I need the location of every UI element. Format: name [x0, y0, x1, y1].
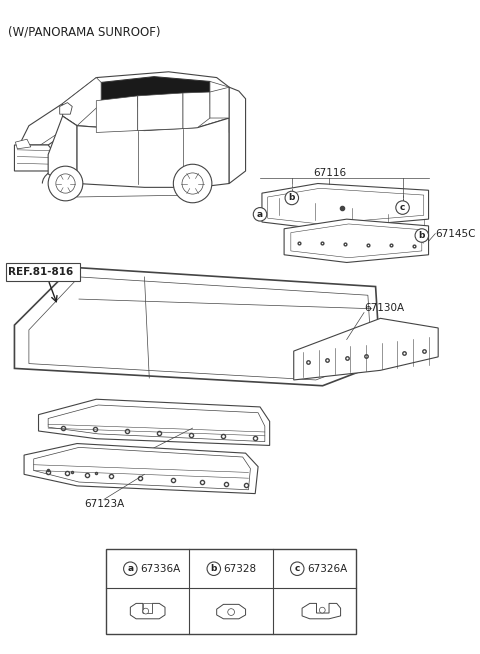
Circle shape	[182, 173, 203, 194]
Text: REF.81-816: REF.81-816	[8, 267, 73, 277]
Polygon shape	[15, 139, 31, 149]
Text: a: a	[257, 210, 263, 219]
Text: 67116: 67116	[313, 167, 346, 178]
Text: REF.81-816: REF.81-816	[8, 267, 73, 277]
Text: (W/PANORAMA SUNROOF): (W/PANORAMA SUNROOF)	[8, 26, 160, 39]
Text: 67130A: 67130A	[364, 303, 404, 313]
Polygon shape	[291, 224, 422, 258]
Circle shape	[48, 166, 83, 201]
Text: 67123A: 67123A	[84, 500, 124, 509]
Circle shape	[143, 608, 149, 614]
Circle shape	[56, 174, 75, 193]
Text: 67310: 67310	[133, 450, 166, 460]
Polygon shape	[38, 399, 270, 445]
Circle shape	[253, 207, 267, 221]
Polygon shape	[19, 103, 77, 145]
Text: b: b	[211, 564, 217, 573]
Polygon shape	[77, 118, 229, 187]
FancyBboxPatch shape	[6, 264, 80, 281]
Polygon shape	[268, 188, 424, 224]
Polygon shape	[183, 92, 210, 129]
Circle shape	[319, 608, 325, 613]
Polygon shape	[77, 181, 192, 197]
Polygon shape	[229, 118, 239, 133]
Circle shape	[173, 164, 212, 203]
Text: 67336A: 67336A	[140, 564, 180, 574]
Polygon shape	[210, 87, 229, 118]
Polygon shape	[143, 604, 153, 613]
Circle shape	[123, 562, 137, 576]
Polygon shape	[229, 87, 246, 184]
Circle shape	[290, 562, 304, 576]
Polygon shape	[294, 318, 438, 380]
Circle shape	[415, 229, 429, 242]
Polygon shape	[210, 82, 229, 103]
Circle shape	[207, 562, 220, 576]
Polygon shape	[302, 604, 341, 619]
Polygon shape	[62, 72, 229, 131]
Polygon shape	[60, 103, 72, 114]
Circle shape	[285, 191, 299, 205]
Bar	[106, 549, 356, 634]
Polygon shape	[96, 96, 138, 133]
Text: 67328: 67328	[223, 564, 256, 574]
Polygon shape	[131, 604, 165, 619]
Text: c: c	[400, 203, 405, 212]
Polygon shape	[62, 78, 101, 126]
Text: b: b	[288, 194, 295, 203]
Polygon shape	[14, 145, 56, 171]
Polygon shape	[34, 447, 251, 490]
Polygon shape	[48, 116, 77, 184]
Polygon shape	[14, 267, 381, 386]
Text: b: b	[419, 231, 425, 240]
Text: 67145C: 67145C	[435, 229, 476, 239]
Polygon shape	[101, 77, 210, 109]
Text: a: a	[127, 564, 133, 573]
Circle shape	[228, 609, 235, 615]
Polygon shape	[216, 604, 246, 619]
Text: 67326A: 67326A	[307, 564, 347, 574]
Polygon shape	[138, 93, 183, 131]
Polygon shape	[29, 277, 372, 380]
Polygon shape	[284, 219, 429, 262]
Polygon shape	[48, 405, 265, 441]
Text: c: c	[295, 564, 300, 573]
Polygon shape	[262, 184, 429, 229]
Polygon shape	[24, 443, 258, 494]
Circle shape	[396, 201, 409, 215]
